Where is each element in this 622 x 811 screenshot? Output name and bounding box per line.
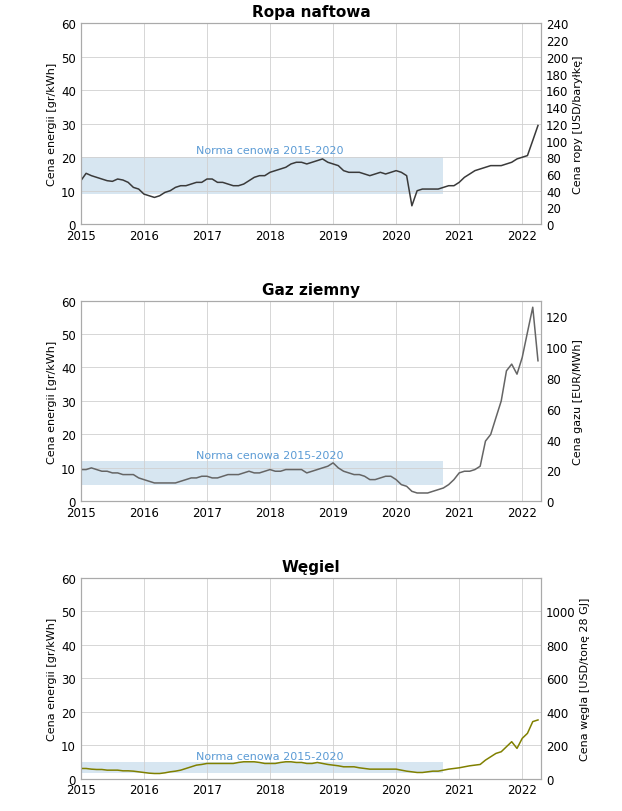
Text: Norma cenowa 2015-2020: Norma cenowa 2015-2020 (197, 450, 344, 460)
Y-axis label: Cena energii [gr/kWh]: Cena energii [gr/kWh] (47, 63, 57, 187)
Y-axis label: Cena ropy [USD/baryłkę]: Cena ropy [USD/baryłkę] (572, 55, 583, 194)
Y-axis label: Cena energii [gr/kWh]: Cena energii [gr/kWh] (47, 340, 57, 463)
Y-axis label: Cena energii [gr/kWh]: Cena energii [gr/kWh] (47, 616, 57, 740)
Text: Norma cenowa 2015-2020: Norma cenowa 2015-2020 (197, 145, 344, 156)
Y-axis label: Cena gazu [EUR/MWh]: Cena gazu [EUR/MWh] (572, 338, 583, 465)
Y-axis label: Cena węgla [USD/tonę 28 GJ]: Cena węgla [USD/tonę 28 GJ] (580, 597, 590, 760)
Title: Ropa naftowa: Ropa naftowa (252, 6, 370, 20)
Title: Gaz ziemny: Gaz ziemny (262, 282, 360, 297)
Title: Węgiel: Węgiel (282, 559, 340, 574)
Text: Norma cenowa 2015-2020: Norma cenowa 2015-2020 (197, 751, 344, 762)
